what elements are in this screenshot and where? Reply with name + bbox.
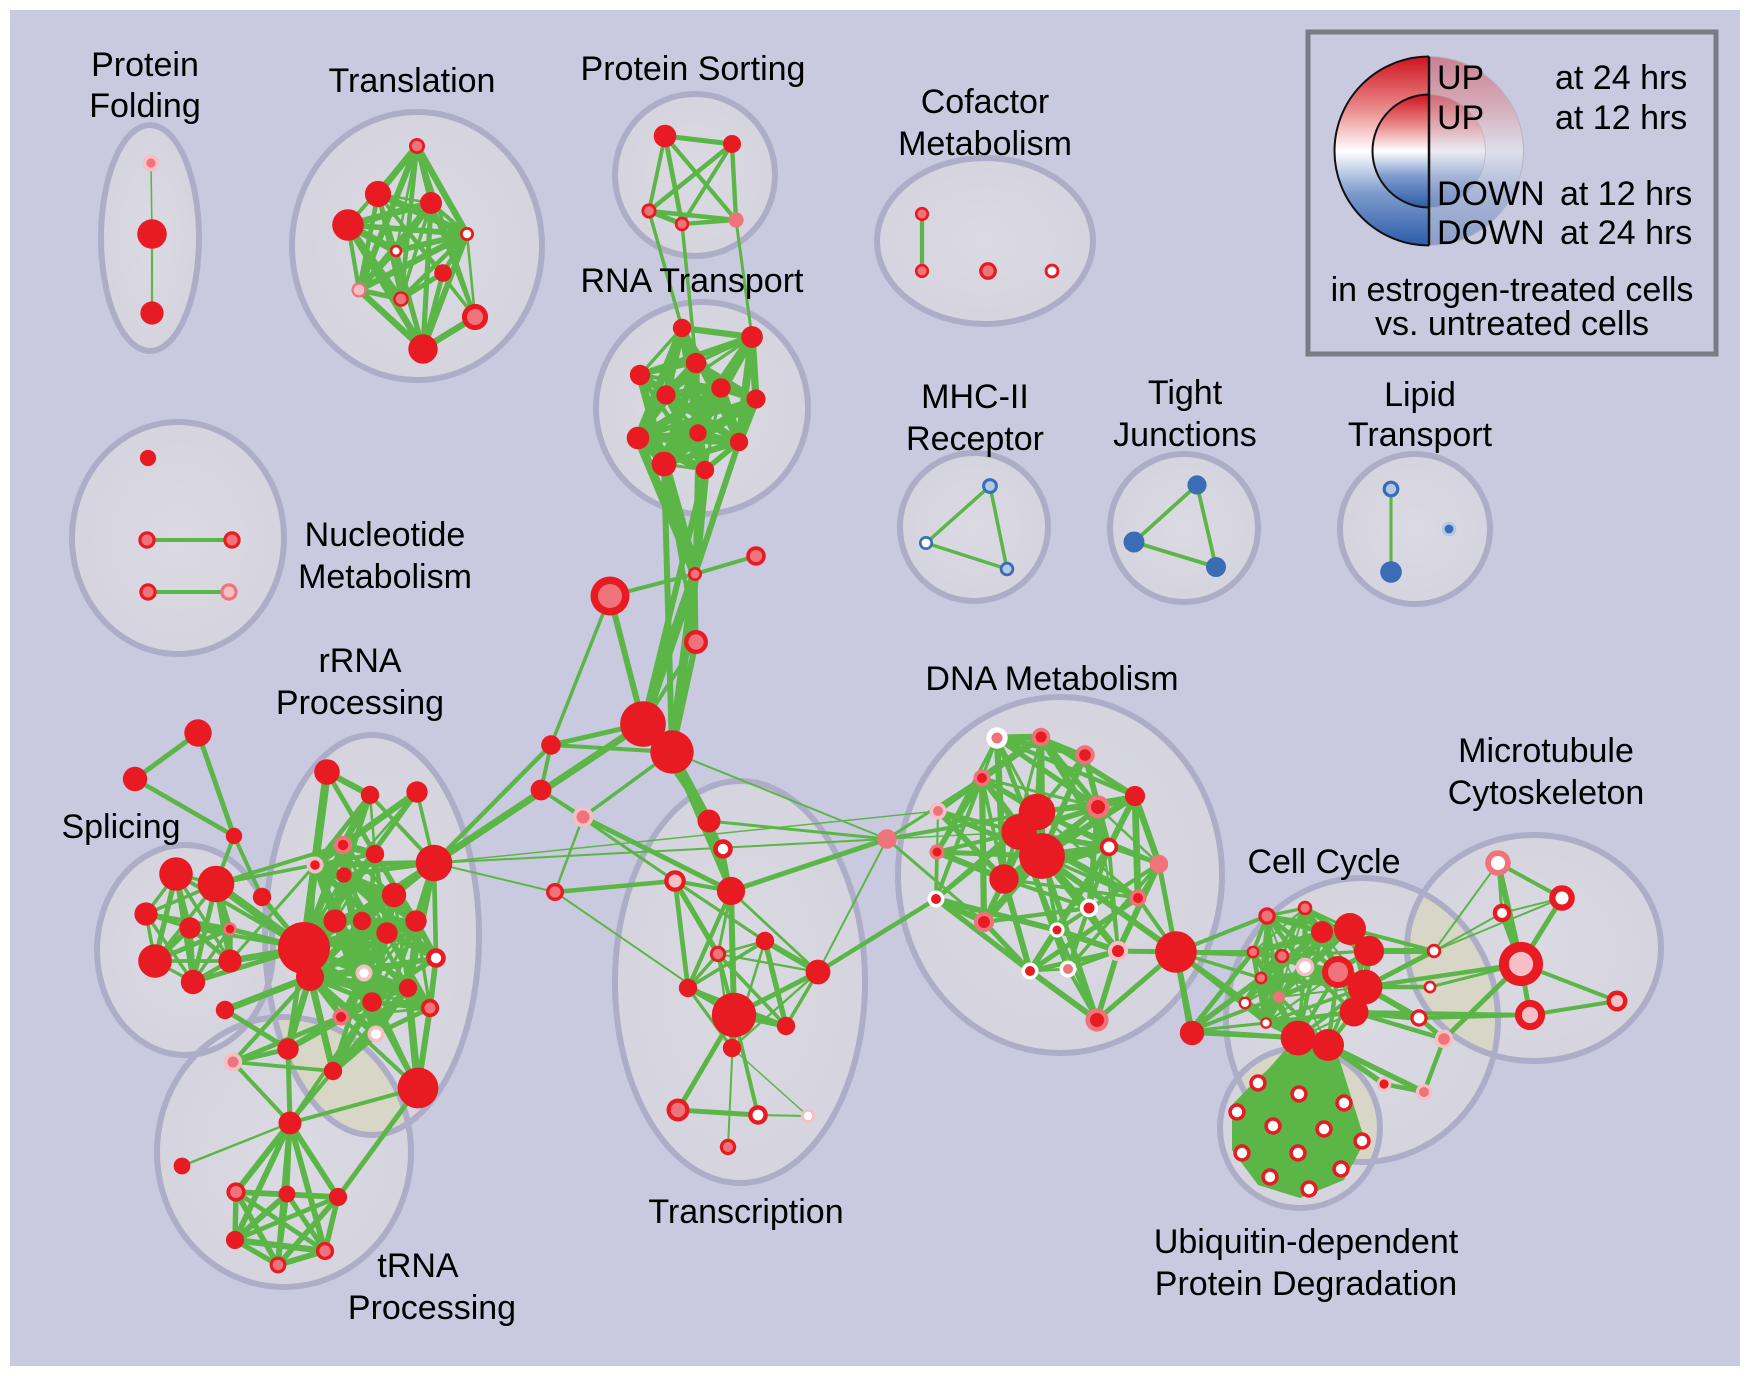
- svg-text:Metabolism: Metabolism: [298, 558, 472, 596]
- svg-text:vs. untreated cells: vs. untreated cells: [1375, 305, 1649, 343]
- svg-text:Processing: Processing: [276, 684, 444, 722]
- svg-text:in estrogen-treated cells: in estrogen-treated cells: [1331, 271, 1694, 309]
- svg-text:Protein Sorting: Protein Sorting: [581, 50, 806, 88]
- svg-text:Folding: Folding: [89, 87, 201, 125]
- svg-text:MHC-II: MHC-II: [921, 378, 1029, 416]
- svg-text:UP: UP: [1437, 99, 1484, 137]
- svg-text:UP: UP: [1437, 59, 1484, 97]
- svg-text:Transcription: Transcription: [648, 1193, 843, 1231]
- svg-text:at 24 hrs: at 24 hrs: [1560, 214, 1692, 252]
- svg-text:Receptor: Receptor: [906, 420, 1044, 458]
- svg-text:Cell Cycle: Cell Cycle: [1247, 843, 1400, 881]
- svg-text:Lipid: Lipid: [1384, 376, 1456, 414]
- svg-text:Protein Degradation: Protein Degradation: [1155, 1265, 1457, 1303]
- svg-text:Metabolism: Metabolism: [898, 125, 1072, 163]
- svg-text:Cofactor: Cofactor: [921, 83, 1050, 121]
- svg-text:Protein: Protein: [91, 46, 199, 84]
- svg-text:rRNA: rRNA: [318, 642, 401, 680]
- svg-text:at 24 hrs: at 24 hrs: [1555, 59, 1687, 97]
- svg-text:Cytoskeleton: Cytoskeleton: [1448, 774, 1645, 812]
- svg-text:DOWN: DOWN: [1437, 175, 1545, 213]
- svg-text:Ubiquitin-dependent: Ubiquitin-dependent: [1154, 1223, 1459, 1261]
- svg-text:DNA Metabolism: DNA Metabolism: [925, 660, 1178, 698]
- svg-text:tRNA: tRNA: [377, 1247, 459, 1285]
- svg-text:DOWN: DOWN: [1437, 214, 1545, 252]
- svg-text:at 12 hrs: at 12 hrs: [1555, 99, 1687, 137]
- svg-text:RNA Transport: RNA Transport: [581, 262, 805, 300]
- svg-text:Junctions: Junctions: [1113, 416, 1257, 454]
- svg-text:Splicing: Splicing: [61, 808, 180, 846]
- svg-text:Processing: Processing: [348, 1289, 516, 1327]
- svg-text:Transport: Transport: [1348, 416, 1493, 454]
- svg-text:Tight: Tight: [1148, 374, 1223, 412]
- svg-text:Translation: Translation: [329, 62, 496, 100]
- svg-text:Microtubule: Microtubule: [1458, 732, 1634, 770]
- svg-text:Nucleotide: Nucleotide: [305, 516, 466, 554]
- svg-text:at 12 hrs: at 12 hrs: [1560, 175, 1692, 213]
